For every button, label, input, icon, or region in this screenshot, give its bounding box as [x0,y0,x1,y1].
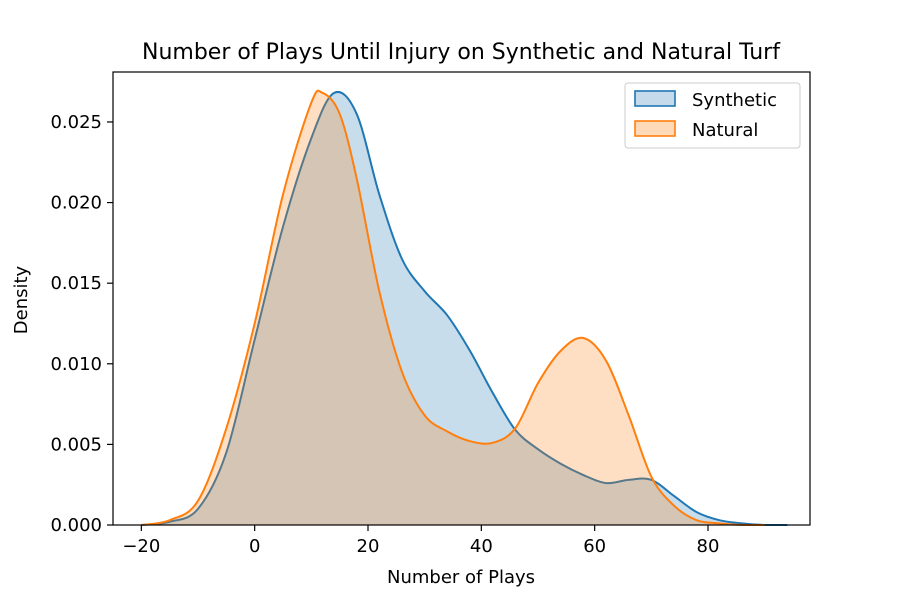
y-axis-label: Density [11,265,32,334]
legend-swatch-synthetic [634,90,676,107]
legend: Synthetic Natural [624,82,801,149]
x-tick-label: −20 [122,536,160,557]
y-tick-label: 0.010 [50,354,102,375]
density-area-synthetic [141,91,788,526]
legend-label-natural: Natural [692,120,758,141]
x-tick-label: 40 [470,536,493,557]
series-layer [141,89,788,526]
density-area-natural [141,90,765,525]
density-line-natural [141,89,765,526]
legend-label-synthetic: Synthetic [692,90,777,111]
plot-frame [112,71,811,526]
x-axis-label: Number of Plays [387,567,535,588]
x-tick-label: 60 [583,536,606,557]
x-tick-label: 0 [249,536,260,557]
y-tick-label: 0.005 [50,434,102,455]
chart-title: Number of Plays Until Injury on Syntheti… [142,40,781,65]
x-tick-label: 80 [697,536,720,557]
y-tick-label: 0.015 [50,273,102,294]
legend-swatch-natural [634,120,676,137]
y-tick-label: 0.020 [50,193,102,214]
y-tick-label: 0.025 [50,112,102,133]
y-axis: 0.000 0.005 0.010 0.015 0.020 0.025 [50,112,113,536]
x-tick-label: 20 [357,536,380,557]
y-tick-label: 0.000 [50,515,102,536]
density-line-synthetic [141,91,788,526]
x-axis: −20 0 20 40 60 80 [122,525,719,557]
